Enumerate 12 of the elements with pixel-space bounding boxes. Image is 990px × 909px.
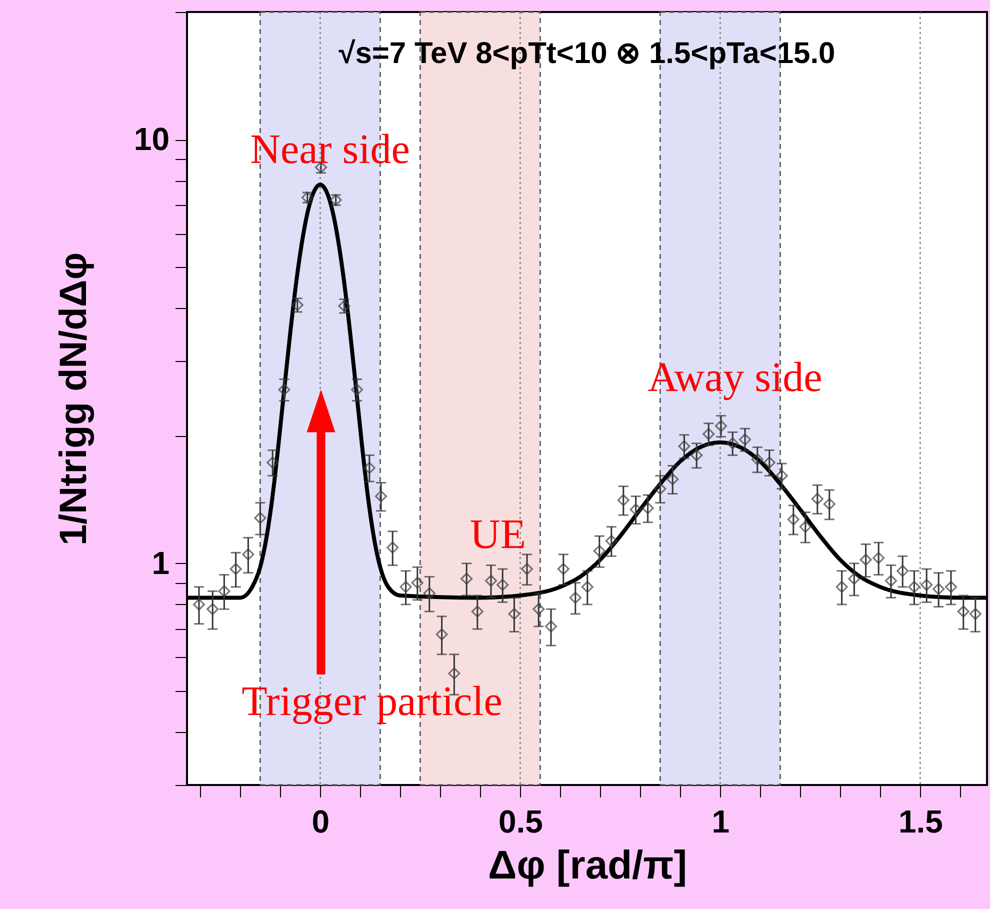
- x-tick-label: 0.5: [498, 804, 543, 840]
- annotation: Trigger particle: [242, 679, 502, 725]
- x-tick-label: 1.5: [898, 804, 943, 840]
- text: √s=7 TeV 8<pTt<10 ⊗ 1.5<pTa<15.0: [338, 37, 836, 70]
- x-tick-label: 0: [312, 804, 330, 840]
- y-tick-label: 10: [134, 121, 170, 158]
- annotation: Away side: [648, 355, 822, 401]
- x-tick-label: 1: [712, 804, 730, 840]
- annotation: Near side: [250, 127, 410, 173]
- annotation: UE: [470, 512, 526, 558]
- x-axis-title: Δφ [rad/π]: [488, 844, 688, 888]
- y-axis-title: 1/Ntrigg dN/dΔφ: [52, 252, 95, 546]
